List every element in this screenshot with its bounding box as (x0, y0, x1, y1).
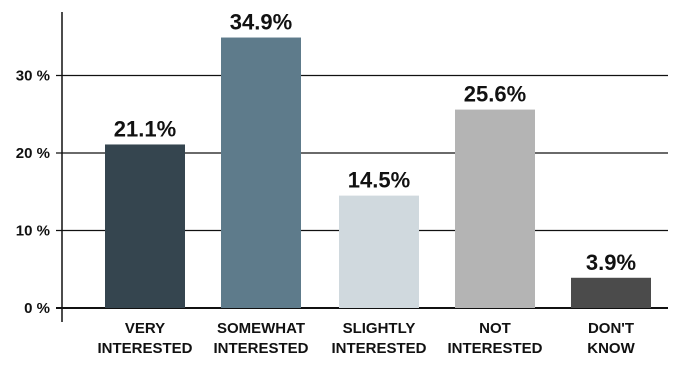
x-tick-label: INTERESTED (97, 340, 192, 357)
y-tick-label: 20 % (16, 145, 50, 162)
x-tick-label: INTERESTED (213, 340, 308, 357)
data-label: 14.5% (348, 168, 410, 193)
bar (339, 195, 419, 308)
x-tick-label: KNOW (587, 340, 635, 357)
y-tick-label: 0 % (24, 300, 50, 317)
x-tick-label: SOMEWHAT (217, 320, 305, 337)
bars (105, 37, 651, 309)
category-labels: VERY INTERESTED SOMEWHAT INTERESTED SLIGHTLY… (97, 320, 635, 357)
x-tick-label: NOT (479, 320, 511, 337)
x-tick-label: SLIGHTLY (343, 320, 416, 337)
bar (455, 109, 535, 308)
bar (105, 144, 185, 308)
x-tick-label: INTERESTED (447, 340, 542, 357)
x-tick-label: INTERESTED (331, 340, 426, 357)
y-axis-ticks: 0 % 10 % 20 % 30 % (16, 68, 50, 318)
y-tick-label: 30 % (16, 68, 50, 85)
data-label: 3.9% (586, 250, 636, 275)
x-tick-label: VERY (125, 320, 165, 337)
bar (221, 37, 301, 309)
bar (571, 277, 651, 308)
x-tick-label: DON'T (588, 320, 634, 337)
data-label: 25.6% (464, 82, 526, 107)
data-label: 21.1% (114, 116, 176, 141)
value-labels: 21.1% 34.9% 14.5% 25.6% 3.9% (114, 10, 636, 275)
data-label: 34.9% (230, 10, 292, 35)
y-tick-label: 10 % (16, 223, 50, 240)
